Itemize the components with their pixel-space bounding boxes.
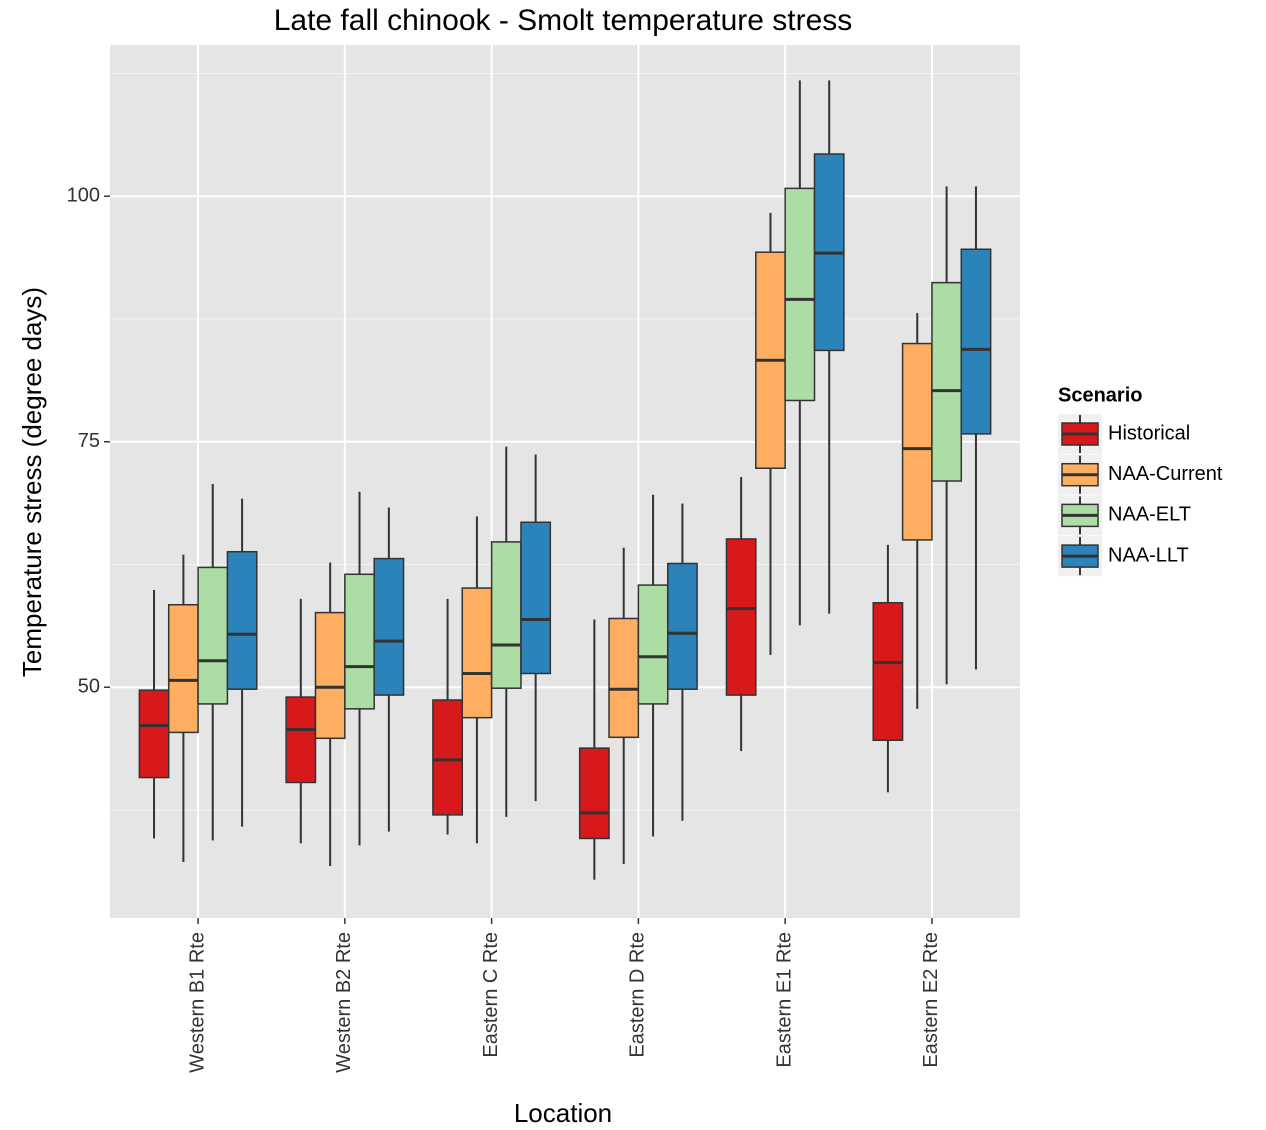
- legend-label: Historical: [1108, 422, 1190, 444]
- box: [138, 689, 170, 779]
- box: [461, 587, 493, 719]
- chart-title: Late fall chinook - Smolt temperature st…: [274, 4, 853, 37]
- x-tick-label: Western B2 Rte: [333, 932, 355, 1073]
- marks: [138, 80, 992, 880]
- legend: Historical NAA-Current NAA-ELT NAA-LLT: [1058, 414, 1223, 577]
- x-tick-label: Western B1 Rte: [186, 932, 208, 1073]
- y-tick-label: 75: [78, 430, 100, 452]
- box: [901, 342, 933, 541]
- legend-label: NAA-LLT: [1108, 544, 1189, 566]
- box: [608, 617, 640, 739]
- legend-label: NAA-Current: [1108, 463, 1223, 485]
- box: [490, 541, 522, 689]
- box: [725, 538, 757, 696]
- x-tick-label: Eastern D Rte: [627, 932, 649, 1058]
- box: [960, 248, 992, 435]
- y-axis-label: Temperature stress (degree days): [17, 287, 47, 677]
- y-tick-label: 100: [67, 185, 100, 207]
- legend-label: NAA-ELT: [1108, 504, 1191, 526]
- box: [167, 603, 199, 734]
- box: [872, 602, 904, 742]
- box: [226, 550, 258, 690]
- x-tick-label: Eastern E1 Rte: [773, 932, 795, 1068]
- x-tick-label: Eastern C Rte: [480, 932, 502, 1058]
- box: [314, 611, 346, 740]
- box: [373, 557, 405, 696]
- x-axis-label: Location: [514, 1098, 612, 1128]
- box: [784, 187, 816, 402]
- box: [578, 747, 610, 840]
- box: [197, 566, 229, 705]
- y-tick-label: 50: [78, 676, 100, 698]
- plot-panel: [110, 45, 1020, 918]
- x-tick-label: Eastern E2 Rte: [920, 932, 942, 1068]
- box: [666, 562, 698, 690]
- legend-title: Scenario: [1058, 384, 1142, 406]
- box: [520, 521, 552, 675]
- box: [637, 584, 669, 705]
- box: [285, 696, 317, 784]
- box: [344, 573, 375, 710]
- box: [931, 281, 963, 482]
- box: [432, 699, 464, 816]
